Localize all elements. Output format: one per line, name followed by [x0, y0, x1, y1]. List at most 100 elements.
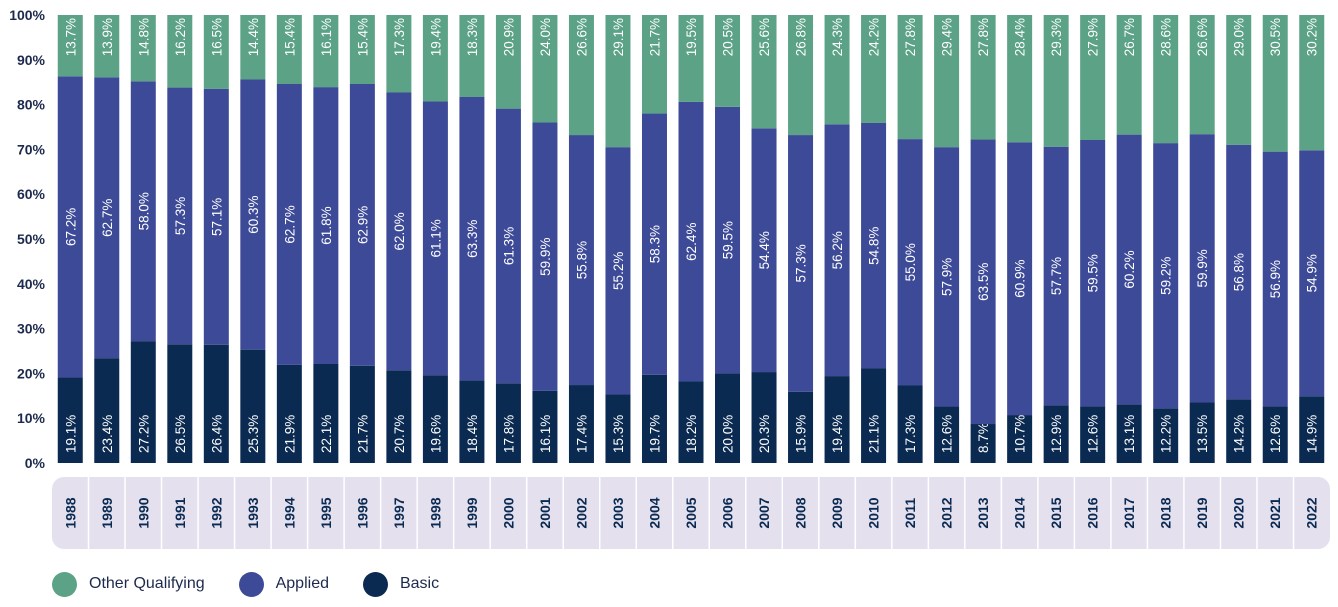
bar-segment-applied	[1299, 150, 1325, 397]
data-label: 19.5%	[684, 18, 699, 56]
x-tick-label: 1997	[391, 497, 407, 528]
x-tick-label: 2006	[720, 497, 736, 528]
x-tick-label: 2014	[1012, 497, 1028, 528]
y-tick-label: 50%	[17, 231, 46, 247]
bar-segment-other-qualifying	[459, 15, 485, 97]
data-label: 26.5%	[173, 415, 188, 453]
data-label: 24.2%	[867, 18, 882, 56]
bar-segment-basic	[1153, 408, 1179, 463]
data-label: 62.7%	[282, 205, 297, 243]
legend-item-applied: Applied	[238, 571, 329, 597]
data-label: 16.5%	[209, 18, 224, 56]
data-label: 19.1%	[63, 415, 78, 453]
data-label: 15.4%	[355, 18, 370, 56]
data-label: 8.7%	[976, 422, 991, 453]
bar-segment-other-qualifying	[970, 15, 996, 140]
x-tick-label: 2018	[1158, 497, 1174, 528]
data-label: 56.9%	[1268, 260, 1283, 298]
data-label: 21.7%	[647, 18, 662, 56]
data-label: 14.8%	[136, 18, 151, 56]
bar-segment-basic	[1226, 399, 1252, 463]
x-tick-label: 2019	[1194, 497, 1210, 528]
data-label: 63.5%	[976, 263, 991, 301]
data-label: 12.9%	[1049, 415, 1064, 453]
data-label: 27.2%	[136, 415, 151, 453]
data-label: 30.5%	[1268, 18, 1283, 56]
data-label: 17.3%	[392, 18, 407, 56]
bar-segment-applied	[167, 87, 193, 345]
bar-segment-basic	[568, 385, 594, 463]
data-label: 55.0%	[903, 243, 918, 281]
bar-segment-basic	[167, 344, 193, 463]
data-label: 17.8%	[501, 415, 516, 453]
data-label: 61.1%	[428, 219, 443, 257]
data-label: 62.4%	[684, 223, 699, 261]
x-tick-label: 2012	[939, 497, 955, 528]
bar-segment-applied	[934, 147, 960, 407]
bar-segment-applied	[1226, 144, 1252, 400]
data-label: 62.9%	[355, 206, 370, 244]
bar-segment-other-qualifying	[1153, 15, 1179, 144]
bar-segment-applied	[897, 139, 923, 386]
data-label: 20.7%	[392, 415, 407, 453]
bar-segment-other-qualifying	[94, 15, 120, 78]
bar-segment-other-qualifying	[824, 15, 850, 125]
bar-segment-applied	[276, 83, 302, 365]
data-label: 58.3%	[647, 225, 662, 263]
data-label: 54.9%	[1305, 254, 1320, 292]
data-label: 27.9%	[1086, 18, 1101, 56]
data-label: 24.3%	[830, 18, 845, 56]
bar-segment-applied	[678, 101, 704, 382]
data-label: 20.5%	[721, 18, 736, 56]
data-label: 19.7%	[647, 415, 662, 453]
data-label: 16.1%	[319, 18, 334, 56]
bar-segment-basic	[1043, 405, 1069, 463]
bar-segment-other-qualifying	[532, 15, 558, 123]
data-label: 16.1%	[538, 415, 553, 453]
data-label: 15.9%	[794, 415, 809, 453]
data-label: 61.3%	[501, 227, 516, 265]
y-tick-label: 60%	[17, 186, 46, 202]
x-tick-label: 2005	[683, 497, 699, 528]
bar-segment-applied	[605, 147, 631, 395]
bar-segment-applied	[788, 135, 814, 392]
bar-segment-applied	[240, 79, 266, 350]
y-tick-label: 70%	[17, 141, 46, 157]
data-label: 67.2%	[63, 208, 78, 246]
bar-segment-basic	[349, 365, 375, 463]
bar-segment-applied	[751, 128, 777, 373]
bar-segment-applied	[641, 113, 667, 375]
data-label: 59.9%	[1195, 249, 1210, 287]
data-label: 57.3%	[173, 197, 188, 235]
bar-segment-other-qualifying	[313, 15, 339, 88]
bar-segment-applied	[861, 122, 887, 369]
legend-item-other-qualifying: Other Qualifying	[52, 571, 205, 597]
legend-swatch-other-qualifying	[52, 571, 77, 597]
data-label: 59.9%	[538, 238, 553, 276]
data-label: 60.9%	[1013, 260, 1028, 298]
bar-segment-other-qualifying	[422, 15, 448, 102]
data-label: 24.0%	[538, 18, 553, 56]
legend-swatch-applied	[238, 571, 264, 597]
data-label: 20.9%	[501, 18, 516, 56]
x-tick-label: 1991	[172, 497, 188, 528]
x-tick-label: 2011	[902, 498, 918, 529]
bar-segment-other-qualifying	[1116, 15, 1142, 135]
bar-segment-applied	[1116, 134, 1142, 405]
data-label: 56.8%	[1232, 253, 1247, 291]
x-tick-label: 2013	[975, 497, 991, 528]
bars: 19.1% 67.2% 13.7% 23.4% 62.7% 13.9% 27.2% 58.0%…	[57, 15, 1325, 463]
bar-segment-other-qualifying	[240, 15, 266, 80]
y-tick-label: 40%	[17, 276, 46, 292]
data-label: 27.8%	[903, 18, 918, 56]
bar-segment-other-qualifying	[751, 15, 777, 129]
bar-segment-applied	[1189, 134, 1215, 403]
bar-segment-other-qualifying	[715, 15, 741, 107]
data-label: 20.3%	[757, 415, 772, 453]
bar-segment-basic	[386, 370, 412, 463]
x-tick-label: 2002	[573, 497, 589, 528]
x-axis-band	[52, 477, 1330, 549]
data-label: 26.7%	[1122, 18, 1137, 56]
bar-segment-basic	[1262, 406, 1288, 463]
x-tick-label: 2004	[646, 497, 662, 528]
